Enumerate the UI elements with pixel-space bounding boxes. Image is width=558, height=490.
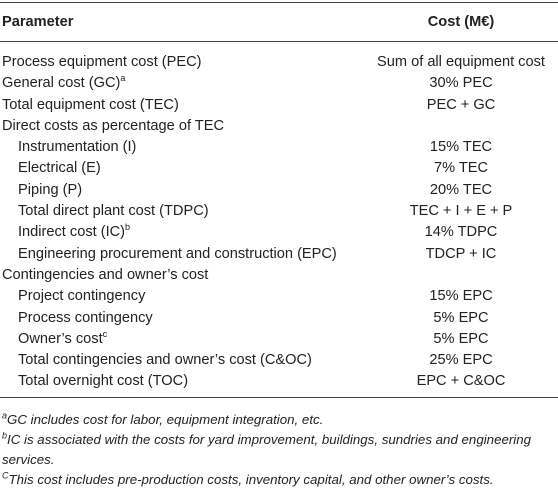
parameter-cell: General cost (GC)a xyxy=(0,73,364,94)
table-row: Piping (P) 20% TEC xyxy=(0,180,558,201)
table-row: Contingencies and owner’s cost xyxy=(0,265,558,286)
cost-cell: 7% TEC xyxy=(364,158,558,179)
cost-cell: 15% EPC xyxy=(364,286,558,307)
parameter-cell: Total contingencies and owner’s cost (C&… xyxy=(0,350,364,371)
parameter-cell: Contingencies and owner’s cost xyxy=(0,265,364,286)
table-row: Electrical (E) 7% TEC xyxy=(0,158,558,179)
parameter-cell: Total direct plant cost (TDPC) xyxy=(0,201,364,222)
parameter-cell: Process contingency xyxy=(0,308,364,329)
footnote-marker: c xyxy=(102,329,108,339)
footnote-marker: b xyxy=(125,222,131,233)
cost: 20% TEC xyxy=(429,181,493,198)
table-row: Total direct plant cost (TDPC) TEC + I + … xyxy=(0,201,558,222)
column-header: Cost (M€) xyxy=(364,2,558,42)
parameter-cell: Indirect cost (IC)b xyxy=(0,222,364,243)
footnote: aGC includes cost for labor, equipment i… xyxy=(2,410,552,430)
parameter: Indirect cost (IC) xyxy=(18,224,126,241)
table-row: Owner’s costc 5% EPC xyxy=(0,329,558,350)
parameter-cell: Direct costs as percentage of TEC xyxy=(0,116,364,137)
parameter: Engineering procurement and construction… xyxy=(18,245,337,262)
cost-cell: 5% EPC xyxy=(364,329,558,350)
footnote-text: IC is associated with the costs for yard… xyxy=(2,431,532,467)
table-row: General cost (GC)a 30% PEC xyxy=(0,73,558,94)
footnote-text: GC includes cost for labor, equipment in… xyxy=(7,411,324,427)
cost-cell: 30% PEC xyxy=(364,73,558,94)
cost: Sum of all equipment cost xyxy=(377,54,545,70)
footnote: bIC is associated with the costs for yar… xyxy=(2,430,552,470)
footnote-marker: C xyxy=(2,470,9,481)
parameter: Owner’s cost xyxy=(18,330,103,347)
parameter: Process contingency xyxy=(18,309,153,326)
cost: TEC + I + E + P xyxy=(409,203,513,220)
cost: PEC + GC xyxy=(426,96,496,113)
cost-cell: 5% EPC xyxy=(364,308,558,329)
cost: TDCP + IC xyxy=(425,245,497,262)
cost: 14% TDPC xyxy=(424,224,498,241)
parameter: Instrumentation (I) xyxy=(18,139,137,156)
table-body: Process equipment cost (PEC) Sum of all e… xyxy=(0,42,558,398)
parameter: Total overnight cost (TOC) xyxy=(18,373,189,390)
footnote-text: This cost includes pre-production costs,… xyxy=(8,471,494,487)
footnote: CThis cost includes pre-production costs… xyxy=(2,470,552,490)
footnote-marker: b xyxy=(2,430,8,441)
cost-cell: 25% EPC xyxy=(364,350,558,371)
parameter: General cost (GC) xyxy=(2,75,121,92)
footnotes: aGC includes cost for labor, equipment i… xyxy=(0,398,554,490)
parameter-cell: Owner’s costc xyxy=(0,329,364,350)
parameter: Total contingencies and owner’s cost (C&… xyxy=(18,352,312,369)
parameter: Piping (P) xyxy=(18,181,83,198)
table-row: Total overnight cost (TOC) EPC + C&OC xyxy=(0,371,558,398)
table-row: Instrumentation (I) 15% TEC xyxy=(0,137,558,158)
table-row: Process contingency 5% EPC xyxy=(0,308,558,329)
parameter-cell: Total equipment cost (TEC) xyxy=(0,95,364,116)
cost-cell: Sum of all equipment cost xyxy=(364,42,558,74)
column-header: Parameter xyxy=(0,2,364,42)
parameter: Electrical (E) xyxy=(18,160,101,177)
cost-cell: 14% TDPC xyxy=(364,222,558,243)
cost: 5% EPC xyxy=(433,330,489,347)
footnote-marker: a xyxy=(2,410,8,421)
cost-cell xyxy=(364,265,558,286)
parameter-cell: Process equipment cost (PEC) xyxy=(0,42,364,74)
table-row: Process equipment cost (PEC) Sum of all e… xyxy=(0,42,558,74)
table-row: Indirect cost (IC)b 14% TDPC xyxy=(0,222,558,243)
cost-cell: TEC + I + E + P xyxy=(364,201,558,222)
parameter-cell: Engineering procurement and construction… xyxy=(0,244,364,265)
parameter-cell: Instrumentation (I) xyxy=(0,137,364,158)
parameter: Total equipment cost (TEC) xyxy=(2,96,179,113)
parameter-cell: Project contingency xyxy=(0,286,364,307)
parameter-cell: Piping (P) xyxy=(0,180,364,201)
footnote-marker: a xyxy=(120,73,126,84)
cost: 15% EPC xyxy=(429,288,493,305)
parameter: Total direct plant cost (TDPC) xyxy=(18,203,209,220)
parameter-cell: Total overnight cost (TOC) xyxy=(0,371,364,398)
table-row: Total equipment cost (TEC) PEC + GC xyxy=(0,95,558,116)
cost: 30% PEC xyxy=(429,75,493,92)
cost-table: Parameter Cost (M€) Process equipment co… xyxy=(0,2,558,398)
cost-cell: PEC + GC xyxy=(364,95,558,116)
table-row: Project contingency 15% EPC xyxy=(0,286,558,307)
parameter-cell: Electrical (E) xyxy=(0,158,364,179)
parameter: Contingencies and owner’s cost xyxy=(2,266,209,283)
cost: 5% EPC xyxy=(433,309,489,326)
header-row: Parameter Cost (M€) xyxy=(0,2,558,42)
table-row: Direct costs as percentage of TEC xyxy=(0,116,558,137)
parameter: Project contingency xyxy=(18,288,146,305)
cost: 25% EPC xyxy=(429,352,493,369)
cost-cell: TDCP + IC xyxy=(364,244,558,265)
parameter: Process equipment cost (PEC) xyxy=(2,54,202,70)
cost: 7% TEC xyxy=(433,160,489,177)
table-row: Total contingencies and owner’s cost (C&… xyxy=(0,350,558,371)
cost-cell: EPC + C&OC xyxy=(364,371,558,398)
cost-cell: 15% TEC xyxy=(364,137,558,158)
parameter: Direct costs as percentage of TEC xyxy=(2,117,224,134)
cost-cell: 20% TEC xyxy=(364,180,558,201)
cost: 15% TEC xyxy=(429,139,493,156)
cost-cell xyxy=(364,116,558,137)
table-head: Parameter Cost (M€) xyxy=(0,2,558,42)
table-row: Engineering procurement and construction… xyxy=(0,244,558,265)
cost: EPC + C&OC xyxy=(416,373,506,390)
